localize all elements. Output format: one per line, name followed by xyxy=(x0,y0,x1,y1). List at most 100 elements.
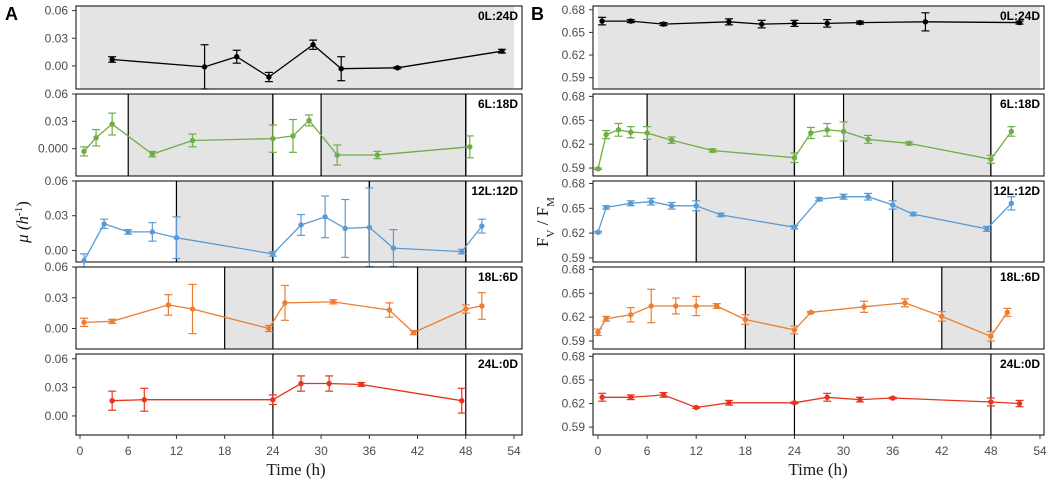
y-tick-label: 0.59 xyxy=(562,161,586,175)
data-point xyxy=(628,200,634,207)
plot-border xyxy=(592,93,1045,177)
data-point xyxy=(673,303,679,309)
panel-a: 0.000.030.06 0L:24D0.0000.030.066L:18D0.0… xyxy=(38,4,523,458)
panel-b-x-axis-title: Time (h) xyxy=(788,460,847,479)
data-point xyxy=(234,54,240,60)
data-point xyxy=(668,203,675,209)
series-line xyxy=(602,20,1020,25)
data-point xyxy=(326,380,332,387)
x-tick-label: 54 xyxy=(1033,444,1047,458)
data-point xyxy=(808,130,814,136)
data-point xyxy=(824,394,830,400)
panel-b-row-5: 0.59 0.62 0.65 0.68 24L:0D 0 6 12 18 24 30 36 42 48 54 xyxy=(562,349,1047,458)
x-tick-label: 12 xyxy=(690,444,704,458)
plot-border xyxy=(75,266,523,350)
plot-border xyxy=(592,5,1045,90)
data-point xyxy=(603,131,609,138)
data-point xyxy=(988,156,994,162)
data-point xyxy=(840,128,847,135)
y-tick-label: 0.03 xyxy=(45,380,69,394)
data-point xyxy=(857,19,863,26)
data-point xyxy=(791,154,798,161)
data-point xyxy=(1008,128,1015,135)
data-point xyxy=(81,319,87,326)
series-line xyxy=(112,43,503,78)
y-tick-label: 0.00 xyxy=(45,322,69,336)
data-point xyxy=(693,404,699,411)
data-point xyxy=(266,325,272,332)
y-tick-label: 0.03 xyxy=(45,291,69,305)
data-point xyxy=(603,204,609,211)
data-point xyxy=(459,248,465,255)
plot-border xyxy=(592,266,1045,350)
data-point xyxy=(648,198,654,205)
dark-period-shading xyxy=(941,267,991,349)
data-point xyxy=(791,224,798,230)
photoperiod-label: 6L:18D xyxy=(478,97,518,111)
data-point xyxy=(189,306,196,312)
data-point xyxy=(816,196,822,202)
y-tick-label: 0.06 xyxy=(45,352,69,366)
data-point xyxy=(109,56,115,63)
data-point xyxy=(726,400,732,406)
y-tick-label: 0.03 xyxy=(45,209,69,223)
dark-period-shading xyxy=(598,6,1040,89)
data-point xyxy=(693,303,699,309)
data-point xyxy=(93,135,99,141)
plot-background xyxy=(593,354,1044,435)
data-point xyxy=(334,152,340,158)
y-tick-label: 0.00 xyxy=(45,59,69,73)
data-point xyxy=(824,127,830,133)
x-tick-label: 42 xyxy=(411,444,425,458)
y-tick-label: 0.68 xyxy=(562,262,586,276)
y-tick-label: 0.06 xyxy=(45,4,69,18)
y-tick-label: 0.06 xyxy=(45,174,69,188)
data-point xyxy=(644,130,650,136)
y-tick-label: 0.06 xyxy=(45,260,69,274)
data-point xyxy=(310,42,316,48)
data-point xyxy=(463,306,469,312)
y-tick-label: 0.00 xyxy=(45,409,69,423)
plot-border xyxy=(592,180,1045,263)
data-point xyxy=(808,309,814,316)
data-point xyxy=(270,251,276,257)
data-point xyxy=(125,229,131,235)
data-point xyxy=(1008,200,1015,207)
dark-period-shading xyxy=(696,181,795,262)
data-point xyxy=(791,400,798,406)
data-point xyxy=(615,127,622,133)
data-point xyxy=(889,202,896,208)
data-point xyxy=(726,19,732,25)
data-point xyxy=(499,48,505,54)
y-tick-label: 0.000 xyxy=(38,142,68,156)
data-point xyxy=(742,316,749,323)
data-point xyxy=(479,303,485,309)
data-point xyxy=(149,151,156,157)
plot-border xyxy=(75,5,523,90)
y-tick-label: 0.03 xyxy=(45,114,69,128)
data-point xyxy=(599,394,605,400)
data-point xyxy=(939,313,945,320)
data-point xyxy=(266,74,272,80)
data-point xyxy=(366,224,373,230)
data-point xyxy=(270,135,276,142)
panel-b-row-3: 0.59 0.62 0.65 0.68 12L:12D xyxy=(562,176,1045,265)
data-point xyxy=(394,65,401,71)
panel-b-letter: B xyxy=(531,4,544,24)
photoperiod-label: 18L:6D xyxy=(1000,270,1040,284)
data-point xyxy=(358,381,364,388)
data-point xyxy=(173,235,180,241)
y-tick-label: 0.68 xyxy=(562,89,586,103)
data-point xyxy=(988,399,994,405)
y-tick-label: 0.59 xyxy=(562,71,586,85)
data-point xyxy=(467,144,473,150)
data-point xyxy=(101,221,107,227)
plot-border xyxy=(75,93,523,177)
data-point xyxy=(791,20,798,27)
data-point xyxy=(81,258,87,264)
data-point xyxy=(603,316,609,322)
data-point xyxy=(906,140,912,147)
plot-border xyxy=(75,180,523,263)
data-point xyxy=(988,333,994,339)
data-point xyxy=(824,20,830,27)
